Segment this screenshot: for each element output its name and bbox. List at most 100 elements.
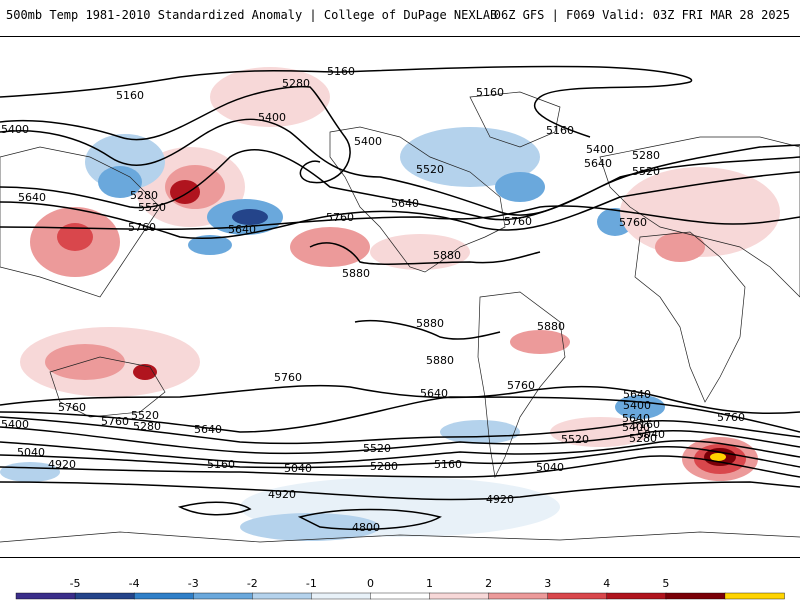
contour-label: 5640 [391, 197, 419, 210]
colorbar-segment [193, 592, 254, 600]
contour-label: 5400 [354, 135, 382, 148]
colorbar-tick-label: 0 [366, 577, 374, 590]
height-contours [0, 65, 800, 531]
contour-label: 5160 [476, 86, 504, 99]
asia-west-coastline [0, 146, 161, 298]
contour-4920 [0, 481, 800, 501]
warm-anomaly-region [620, 167, 780, 257]
colorbar-segment [429, 592, 490, 600]
contour-5160 [0, 445, 800, 469]
contour-label: 5280 [282, 77, 310, 90]
contour-label: 5040 [637, 428, 665, 441]
contour-5280 [0, 439, 800, 465]
warm-anomaly-region [370, 234, 470, 270]
colorbar-tick-label: -5 [69, 577, 81, 590]
contour-label: 5520 [632, 165, 660, 178]
contour-label: 5520 [138, 201, 166, 214]
contour-label: 5760 [717, 411, 745, 424]
contour-label: 5640 [228, 223, 256, 236]
contour-label: 5760 [619, 216, 647, 229]
north-america-coastline [329, 126, 506, 273]
model-valid-time: 06Z GFS | F069 Valid: 03Z FRI MAR 28 202… [493, 8, 790, 22]
contour-labels: 5160 5280 5160 5400 5400 5280 5520 5640 … [1, 65, 745, 534]
contour-label: 5760 [58, 401, 86, 414]
contour-label: 5760 [326, 211, 354, 224]
contour-label: 5640 [623, 388, 651, 401]
colorbar-segment [547, 592, 608, 600]
cold-anomaly-core [98, 166, 142, 198]
contour-label: 5280 [133, 420, 161, 433]
warm-anomaly-core [57, 223, 93, 251]
contour-5520 [0, 148, 800, 221]
contour-5640 [0, 396, 800, 433]
contour-label: 5640 [622, 412, 650, 425]
greenland-coastline [469, 91, 561, 148]
cold-anomaly-region [188, 235, 232, 255]
contour-label: 5040 [17, 446, 45, 459]
colorbar-segment [606, 592, 667, 600]
colorbar-tick-label: -2 [246, 577, 258, 590]
contour-label: 5280 [370, 460, 398, 473]
contour-label: 5760 [274, 371, 302, 384]
contour-label: 5520 [561, 433, 589, 446]
warm-anomaly-region [290, 227, 370, 267]
map-header: 500mb Temp 1981-2010 Standardized Anomal… [0, 0, 800, 36]
contour-label: 5640 [420, 387, 448, 400]
anomaly-colorbar: -5 -4 -3 -2 -1 0 1 2 3 4 5 [0, 566, 800, 600]
coastlines [0, 91, 800, 543]
contour-label: 5400 [586, 143, 614, 156]
contour-label: 5160 [116, 89, 144, 102]
cold-anomaly-region [440, 420, 520, 444]
warm-anomaly-region [510, 330, 570, 354]
colorbar-tick-label: 2 [485, 577, 493, 590]
colorbar-tick-label: 3 [544, 577, 552, 590]
contour-label: 5160 [434, 458, 462, 471]
contour-label: 5160 [632, 418, 660, 431]
colorbar-tick-label: -1 [305, 577, 317, 590]
colorbar-segment [370, 592, 431, 600]
contour-label: 5640 [584, 157, 612, 170]
warm-anomaly-region [45, 344, 125, 380]
australia-coastline [49, 356, 166, 418]
contour-label: 5760 [101, 415, 129, 428]
contour-label: 5400 [258, 111, 286, 124]
anomaly-shading [0, 67, 780, 541]
south-america-coastline [477, 291, 566, 479]
contour-5880 [354, 319, 501, 340]
contour-label: 5880 [416, 317, 444, 330]
contour-label: 5880 [433, 249, 461, 262]
contour-label: 4800 [352, 521, 380, 534]
contour-4800 [297, 508, 442, 531]
colorbar-tick-label: 1 [426, 577, 434, 590]
contour-label: 5400 [623, 399, 651, 412]
contour-4920 [177, 501, 252, 516]
colorbar-segment [311, 592, 372, 600]
product-title: 500mb Temp 1981-2010 Standardized Anomal… [6, 8, 498, 22]
contour-label: 5760 [507, 379, 535, 392]
contour-label: 5280 [632, 149, 660, 162]
contour-label: 5760 [504, 215, 532, 228]
colorbar-segment [665, 592, 726, 600]
contour-5160 [0, 65, 693, 138]
contour-label: 5880 [342, 267, 370, 280]
contour-label: 5400 [622, 421, 650, 434]
cold-anomaly-core [232, 209, 268, 225]
colorbar-tick-label: 4 [603, 577, 611, 590]
contour-label: 5160 [327, 65, 355, 78]
map-canvas: 5160 5280 5160 5400 5400 5280 5520 5640 … [0, 65, 800, 543]
contour-5040 [0, 455, 800, 478]
contour-label: 5280 [130, 189, 158, 202]
colorbar-segment [74, 592, 135, 600]
contour-5520 [0, 416, 800, 445]
contour-label: 5880 [537, 320, 565, 333]
colorbar-segment [252, 592, 313, 600]
warm-anomaly-region [210, 67, 330, 127]
contour-label: 4920 [48, 458, 76, 471]
colorbar-tick-label: 5 [662, 577, 670, 590]
contour-label: 5040 [284, 462, 312, 475]
contour-label: 5640 [18, 191, 46, 204]
contour-5760 [0, 205, 800, 230]
contour-label: 4920 [268, 488, 296, 501]
contour-label: 5640 [194, 423, 222, 436]
warm-anomaly-region [655, 232, 705, 262]
